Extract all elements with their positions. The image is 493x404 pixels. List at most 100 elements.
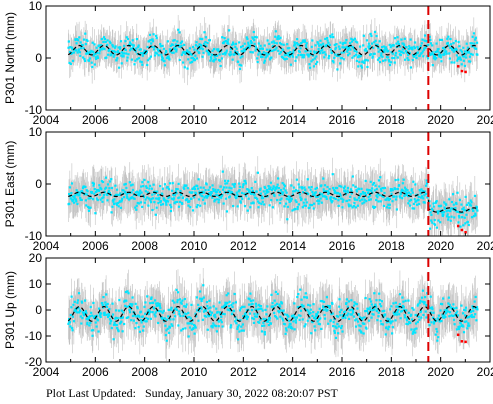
data-point xyxy=(141,54,144,57)
data-point xyxy=(116,202,120,205)
data-point xyxy=(394,187,397,191)
data-point xyxy=(196,308,199,312)
data-point xyxy=(93,43,96,46)
data-point xyxy=(114,316,117,319)
data-point xyxy=(388,203,391,206)
data-point xyxy=(115,59,118,62)
data-point xyxy=(228,54,232,57)
data-point xyxy=(457,56,460,59)
data-point xyxy=(385,206,389,209)
data-point xyxy=(86,39,89,43)
data-point xyxy=(108,318,111,321)
data-point xyxy=(253,38,256,42)
data-point xyxy=(157,54,160,57)
data-point xyxy=(100,44,103,47)
data-point xyxy=(419,189,422,192)
data-point xyxy=(398,49,401,52)
data-point xyxy=(103,190,106,194)
data-point xyxy=(150,296,153,299)
data-point xyxy=(275,186,279,189)
data-point xyxy=(148,187,151,190)
data-point xyxy=(261,47,265,50)
data-point xyxy=(434,50,437,54)
data-point xyxy=(163,64,167,67)
data-point xyxy=(212,305,215,308)
data-point xyxy=(147,181,150,184)
data-point xyxy=(475,208,478,211)
data-point xyxy=(69,325,72,328)
data-point xyxy=(247,43,250,46)
data-point xyxy=(174,43,177,46)
data-point xyxy=(197,198,201,201)
data-point xyxy=(99,315,102,319)
data-point xyxy=(437,53,440,57)
data-point xyxy=(177,28,180,31)
data-point xyxy=(362,192,365,195)
data-point xyxy=(169,318,172,321)
data-point xyxy=(193,185,196,189)
data-point xyxy=(99,186,102,189)
data-point xyxy=(396,36,399,39)
data-point xyxy=(271,206,274,209)
data-point xyxy=(210,191,213,194)
data-point xyxy=(219,64,222,68)
data-point xyxy=(138,202,141,205)
data-point xyxy=(146,295,149,298)
data-point xyxy=(239,200,242,203)
data-point xyxy=(297,183,300,186)
data-point xyxy=(399,196,402,199)
data-point xyxy=(336,192,339,195)
data-point xyxy=(121,52,125,55)
data-point xyxy=(115,188,119,191)
data-point xyxy=(178,31,181,34)
data-point xyxy=(300,198,303,202)
data-point xyxy=(421,38,424,41)
data-point xyxy=(104,301,107,304)
data-point xyxy=(380,54,383,57)
data-point xyxy=(75,189,78,192)
data-point xyxy=(321,48,324,51)
data-point xyxy=(420,52,423,55)
data-point xyxy=(315,51,318,54)
data-point xyxy=(358,60,361,64)
data-point xyxy=(413,46,416,50)
data-point xyxy=(456,210,460,214)
y-axis-label: P301 East (mm) xyxy=(3,141,17,228)
data-point xyxy=(433,218,436,222)
data-point xyxy=(207,307,210,310)
data-point xyxy=(168,195,171,198)
data-point xyxy=(221,52,224,56)
x-tick-label: 2014 xyxy=(279,113,306,127)
data-point xyxy=(429,42,433,45)
data-point xyxy=(259,187,262,190)
data-point xyxy=(438,55,441,58)
data-point xyxy=(171,299,174,302)
data-point xyxy=(93,192,96,195)
data-point xyxy=(131,188,135,192)
data-point xyxy=(347,54,350,57)
data-point xyxy=(257,53,260,56)
data-point xyxy=(117,46,120,49)
data-point xyxy=(257,42,260,45)
data-points xyxy=(67,170,479,230)
data-point xyxy=(328,188,331,191)
data-point xyxy=(143,201,146,204)
x-tick-label: 2022 xyxy=(477,239,493,253)
data-point xyxy=(430,52,433,56)
x-tick-label: 2008 xyxy=(131,113,158,127)
data-point xyxy=(185,313,188,316)
data-point xyxy=(245,194,248,198)
data-point xyxy=(128,181,131,184)
data-point xyxy=(164,52,167,55)
data-point xyxy=(200,47,203,50)
x-tick-label: 2004 xyxy=(33,239,60,253)
data-point xyxy=(272,40,275,43)
data-point xyxy=(114,45,117,48)
data-point xyxy=(469,42,472,45)
data-point xyxy=(183,43,186,47)
data-point xyxy=(153,313,156,316)
data-point xyxy=(402,178,405,181)
data-point xyxy=(368,198,371,202)
data-point xyxy=(255,36,258,39)
data-point xyxy=(355,59,358,63)
